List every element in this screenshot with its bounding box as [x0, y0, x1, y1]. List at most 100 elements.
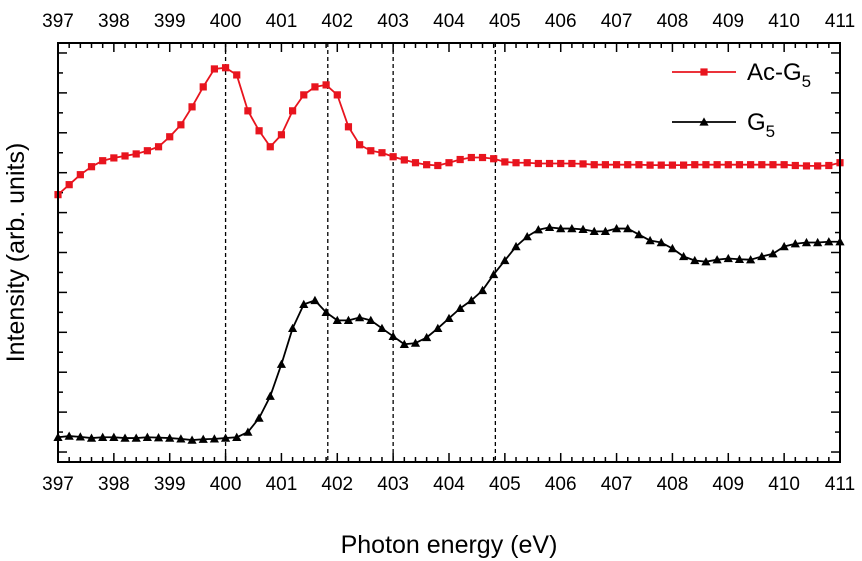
data-point — [735, 161, 744, 169]
data-point — [590, 161, 598, 169]
data-point — [757, 251, 767, 261]
data-point — [198, 434, 208, 443]
data-point — [153, 433, 164, 442]
data-point — [254, 413, 264, 422]
data-point — [233, 71, 241, 79]
data-point — [624, 161, 632, 169]
data-point — [824, 237, 834, 246]
data-point — [545, 159, 554, 168]
data-point — [455, 303, 465, 313]
data-point — [131, 433, 141, 442]
data-point — [690, 255, 700, 265]
data-point — [132, 150, 140, 158]
data-point — [679, 251, 689, 261]
series-ac-g5 — [54, 64, 844, 199]
data-point — [177, 121, 185, 129]
x-tick-label-top: 405 — [489, 11, 521, 32]
x-tick-label-bottom: 403 — [377, 474, 409, 495]
data-point — [746, 255, 756, 264]
data-point — [489, 269, 499, 279]
data-point — [667, 243, 678, 253]
data-point — [444, 313, 454, 323]
data-point — [154, 143, 163, 151]
data-point — [188, 103, 196, 111]
series-line — [57, 66, 841, 196]
data-point — [680, 161, 688, 169]
data-point — [366, 315, 376, 325]
data-point — [456, 155, 464, 164]
data-point — [410, 338, 421, 347]
data-point — [768, 249, 778, 258]
data-point — [691, 161, 699, 169]
data-point — [501, 158, 509, 166]
data-point — [64, 431, 74, 440]
data-point — [466, 295, 476, 305]
data-point — [534, 159, 542, 168]
data-point — [165, 433, 175, 442]
data-point — [635, 161, 643, 169]
x-tick-label-top: 399 — [154, 11, 186, 32]
x-tick-label-top: 411 — [825, 11, 855, 32]
data-point — [310, 295, 320, 305]
data-point — [311, 83, 319, 91]
x-tick-label-bottom: 400 — [210, 474, 242, 495]
legend-item-ac-g5: Ac-G5 — [672, 59, 811, 91]
x-tick-label-bottom: 406 — [545, 474, 577, 495]
x-tick-label-top: 402 — [321, 11, 353, 32]
x-tick-label-top: 410 — [768, 11, 800, 32]
data-point — [556, 223, 566, 233]
data-point — [199, 83, 207, 91]
top-tick-labels: 397 398 399 400 401 402 403 404 405 406 407 408 409 4… — [42, 11, 855, 32]
data-point — [99, 157, 107, 165]
data-point — [769, 161, 777, 169]
data-point — [378, 149, 386, 157]
data-point — [210, 65, 218, 73]
data-point — [712, 255, 722, 264]
data-point — [578, 224, 588, 234]
data-point — [176, 434, 186, 443]
data-point — [723, 253, 733, 263]
data-point — [423, 161, 431, 169]
x-tick-label-top: 408 — [657, 11, 689, 32]
data-point — [288, 323, 298, 332]
legend-label: G5 — [747, 109, 775, 141]
x-tick-label-bottom: 404 — [433, 474, 465, 495]
x-tick-label-top: 407 — [601, 11, 633, 32]
data-point — [75, 432, 85, 441]
data-point — [277, 131, 286, 139]
data-point — [579, 160, 587, 168]
data-point — [244, 107, 252, 115]
data-point — [825, 161, 833, 170]
data-point — [490, 155, 498, 163]
data-point — [121, 152, 129, 160]
x-tick-label-bottom: 411 — [825, 474, 855, 495]
legend-label: Ac-G5 — [747, 59, 811, 91]
data-point — [790, 239, 800, 248]
data-point — [76, 171, 84, 179]
data-point — [557, 159, 565, 168]
data-point — [611, 223, 622, 233]
data-point — [142, 432, 152, 441]
data-point — [265, 391, 275, 400]
x-tick-label-bottom: 409 — [712, 474, 744, 495]
x-tick-label-bottom: 402 — [321, 474, 353, 495]
data-point — [567, 223, 577, 233]
y-axis-title: Intensity (arb. units) — [2, 143, 30, 363]
data-point — [276, 359, 287, 368]
data-point — [434, 161, 442, 170]
plot-frame — [57, 42, 841, 463]
x-tick-label-bottom: 407 — [601, 474, 633, 495]
data-point — [779, 241, 789, 251]
data-point — [333, 91, 341, 99]
legend: Ac-G5 G5 — [672, 59, 811, 141]
x-tick-label-top: 398 — [98, 11, 130, 32]
data-point — [713, 161, 721, 169]
data-point — [522, 231, 532, 241]
data-point — [511, 241, 521, 251]
data-point — [221, 64, 230, 72]
x-tick-label-bottom: 405 — [489, 474, 521, 495]
x-tick-label-top: 404 — [433, 11, 465, 32]
data-point — [143, 147, 151, 155]
x-tick-label-bottom: 408 — [657, 474, 689, 495]
